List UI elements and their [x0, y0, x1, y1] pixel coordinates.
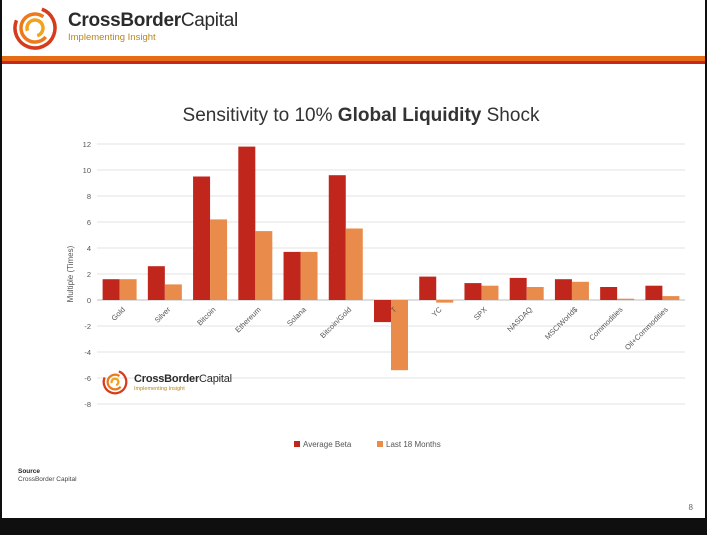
bar-average-beta [328, 175, 346, 300]
brand-name: CrossBorderCapital [68, 10, 238, 32]
brand-name-bold: CrossBorder [68, 10, 181, 31]
source-label: Source [18, 468, 41, 475]
bar-average-beta [374, 300, 391, 323]
bar-average-beta [509, 277, 527, 300]
legend-swatch-average-beta [294, 441, 300, 447]
bar-average-beta [600, 287, 618, 300]
y-tick-label: 4 [87, 244, 91, 253]
bar-average-beta [464, 283, 482, 300]
bar-last-18-months [345, 228, 363, 300]
slide: CrossBorderCapital Implementing Insight … [2, 0, 705, 518]
y-tick-label: 8 [87, 192, 91, 201]
watermark-logo-icon [102, 369, 128, 395]
y-tick-label: -2 [84, 322, 91, 331]
y-tick-label: -8 [84, 400, 91, 409]
y-axis-label: Multiple (Times) [66, 245, 75, 302]
bar-last-18-months [481, 285, 499, 300]
page-number: 8 [688, 503, 693, 512]
header-stripe-red [2, 61, 705, 64]
x-tick-label: Ethereum [233, 305, 262, 334]
bar-last-18-months [210, 219, 228, 300]
chart-watermark: CrossBorderCapital Implementing Insight [102, 368, 242, 398]
x-tick-label: T [389, 305, 399, 315]
source-text: CrossBorder Capital [18, 476, 77, 483]
x-tick-label: Silver [153, 305, 173, 325]
bar-average-beta [645, 285, 663, 300]
x-tick-label: Oil+Commodities [623, 305, 670, 352]
brand-name-regular: Capital [180, 10, 238, 31]
x-tick-label: NASDAQ [505, 305, 534, 334]
bar-last-18-months [617, 298, 635, 300]
bar-last-18-months [164, 284, 182, 300]
x-tick-label: Bitcoin/Gold [318, 305, 353, 340]
bar-last-18-months [436, 300, 454, 303]
bar-average-beta [238, 146, 256, 300]
bar-average-beta [193, 176, 211, 300]
chart-title: Sensitivity to 10% Global Liquidity Shoc… [183, 105, 540, 126]
bar-last-18-months [571, 281, 589, 300]
watermark-name-regular: Capital [199, 373, 232, 385]
bar-last-18-months [119, 279, 137, 300]
bar-average-beta [147, 266, 165, 300]
legend-label-last-18-months: Last 18 Months [386, 440, 441, 449]
y-tick-label: 2 [87, 270, 91, 279]
x-tick-label: SPX [472, 305, 489, 322]
bar-last-18-months [255, 231, 273, 300]
y-tick-label: 6 [87, 218, 91, 227]
header: CrossBorderCapital Implementing Insight [2, 0, 705, 56]
brand: CrossBorderCapital Implementing Insight [68, 10, 238, 43]
legend-swatch-last-18-months [377, 441, 383, 447]
y-tick-label: -6 [84, 374, 91, 383]
y-tick-label: 10 [83, 166, 91, 175]
y-tick-label: -4 [84, 348, 91, 357]
x-tick-label: Bitcoin [195, 305, 217, 327]
x-tick-label: Solana [285, 304, 308, 327]
bar-last-18-months [391, 300, 408, 371]
x-tick-label: Gold [109, 305, 127, 323]
brand-logo-icon [13, 6, 57, 50]
bar-average-beta [554, 279, 572, 300]
bar-average-beta [102, 279, 120, 300]
x-tick-label: MSCIWorld$ [543, 304, 580, 341]
chart: Sensitivity to 10% Global Liquidity Shoc… [66, 105, 685, 449]
bar-last-18-months [526, 287, 544, 300]
y-tick-label: 0 [87, 296, 91, 305]
watermark-name-bold: CrossBorder [134, 373, 200, 385]
bar-last-18-months [662, 296, 680, 300]
x-tick-label: Commodities [587, 305, 624, 342]
bar-average-beta [283, 251, 301, 300]
legend-label-average-beta: Average Beta [303, 440, 352, 449]
x-tick-label: YC [430, 305, 444, 319]
bar-last-18-months [300, 251, 318, 300]
y-tick-label: 12 [83, 140, 91, 149]
watermark-tagline: Implementing Insight [134, 386, 185, 392]
watermark-name: CrossBorderCapital [134, 373, 232, 385]
bar-average-beta [419, 276, 437, 300]
brand-tagline: Implementing Insight [68, 32, 156, 43]
header-stripe-orange [2, 56, 705, 61]
